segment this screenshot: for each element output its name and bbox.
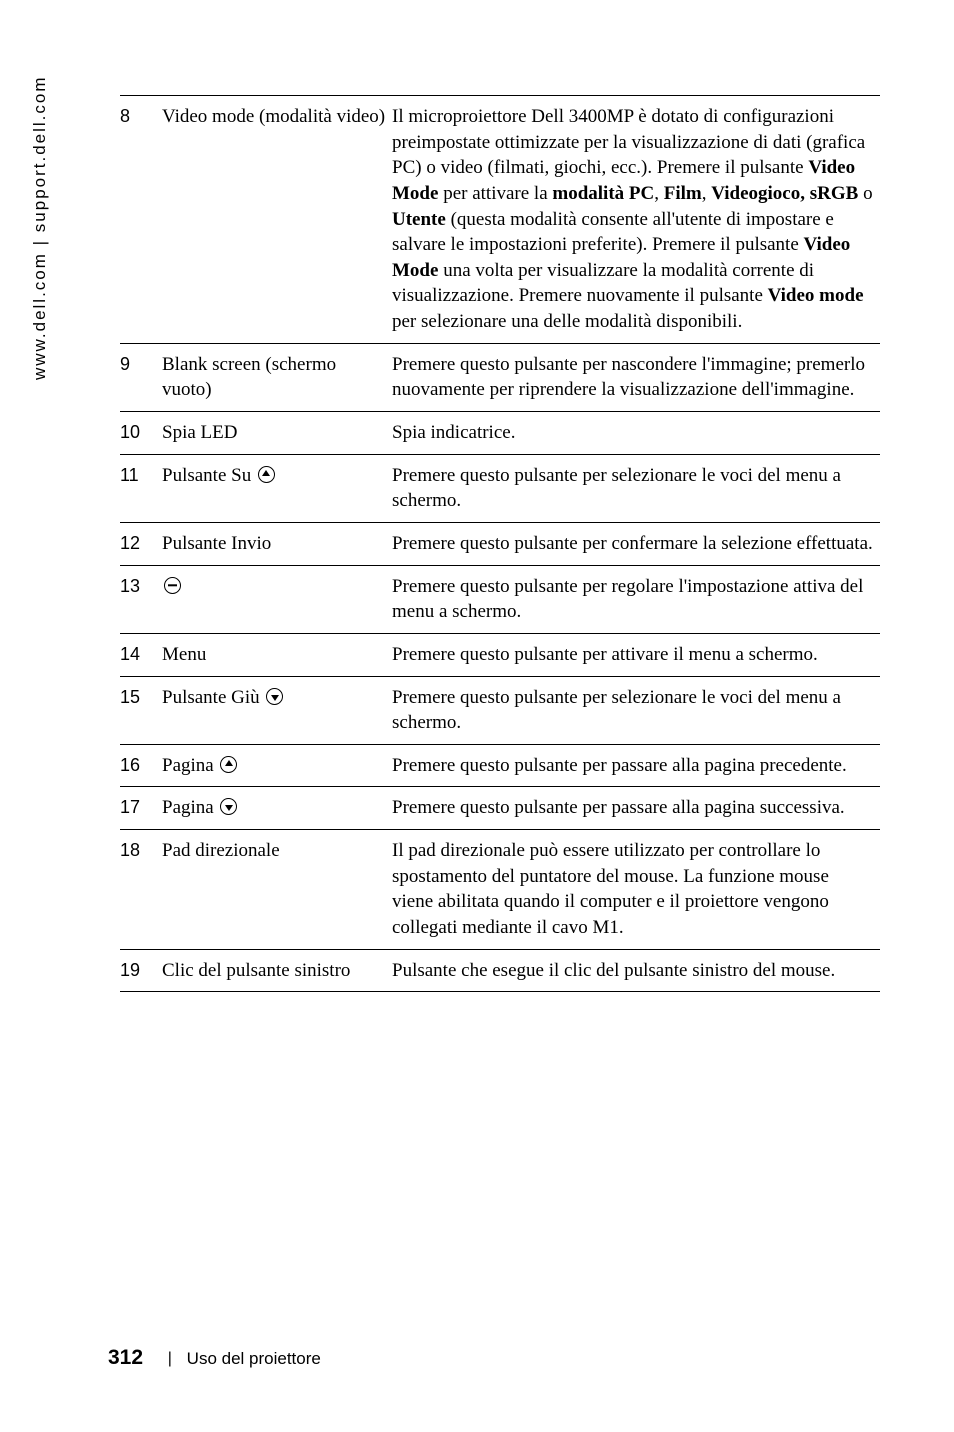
vertical-url: www.dell.com | support.dell.com <box>30 75 50 380</box>
row-label: Clic del pulsante sinistro <box>162 949 392 992</box>
row-number: 9 <box>120 343 162 411</box>
row-label: Pulsante Giù <box>162 676 392 744</box>
row-description: Spia indicatrice. <box>392 412 880 455</box>
row-number: 11 <box>120 454 162 522</box>
row-description: Premere questo pulsante per nascondere l… <box>392 343 880 411</box>
footer-divider: | <box>168 1350 172 1367</box>
row-label <box>162 565 392 633</box>
row-number: 19 <box>120 949 162 992</box>
table-row: 8Video mode (modalità video)Il microproi… <box>120 96 880 344</box>
row-number: 16 <box>120 744 162 787</box>
row-number: 17 <box>120 787 162 830</box>
table-row: 9Blank screen (schermo vuoto)Premere que… <box>120 343 880 411</box>
minus-icon <box>164 577 181 594</box>
row-label: Pagina <box>162 744 392 787</box>
row-label: Pagina <box>162 787 392 830</box>
row-number: 10 <box>120 412 162 455</box>
row-description: Premere questo pulsante per selezionare … <box>392 676 880 744</box>
table-row: 18Pad direzionaleIl pad direzionale può … <box>120 830 880 950</box>
row-description: Premere questo pulsante per confermare l… <box>392 522 880 565</box>
row-label: Blank screen (schermo vuoto) <box>162 343 392 411</box>
table-row: 16Pagina Premere questo pulsante per pas… <box>120 744 880 787</box>
table-row: 14MenuPremere questo pulsante per attiva… <box>120 633 880 676</box>
row-description: Il pad direzionale può essere utilizzato… <box>392 830 880 950</box>
row-description: Il microproiettore Dell 3400MP è dotato … <box>392 96 880 344</box>
spec-table: 8Video mode (modalità video)Il microproi… <box>120 95 880 992</box>
down-icon <box>220 798 237 815</box>
row-number: 13 <box>120 565 162 633</box>
row-description: Premere questo pulsante per passare alla… <box>392 787 880 830</box>
page: www.dell.com | support.dell.com 8Video m… <box>0 0 954 1432</box>
page-number: 312 <box>108 1346 143 1369</box>
spec-table-body: 8Video mode (modalità video)Il microproi… <box>120 96 880 992</box>
row-description: Premere questo pulsante per selezionare … <box>392 454 880 522</box>
row-number: 14 <box>120 633 162 676</box>
table-row: 15Pulsante Giù Premere questo pulsante p… <box>120 676 880 744</box>
row-number: 12 <box>120 522 162 565</box>
row-description: Premere questo pulsante per passare alla… <box>392 744 880 787</box>
row-number: 8 <box>120 96 162 344</box>
down-icon <box>266 688 283 705</box>
row-number: 15 <box>120 676 162 744</box>
table-row: 10Spia LEDSpia indicatrice. <box>120 412 880 455</box>
content-area: 8Video mode (modalità video)Il microproi… <box>120 95 880 992</box>
row-label: Spia LED <box>162 412 392 455</box>
table-row: 17Pagina Premere questo pulsante per pas… <box>120 787 880 830</box>
page-footer: 312 | Uso del proiettore <box>108 1346 321 1370</box>
row-description: Pulsante che esegue il clic del pulsante… <box>392 949 880 992</box>
row-number: 18 <box>120 830 162 950</box>
row-description: Premere questo pulsante per regolare l'i… <box>392 565 880 633</box>
up-icon <box>258 466 275 483</box>
table-row: 12Pulsante InvioPremere questo pulsante … <box>120 522 880 565</box>
table-row: 11Pulsante Su Premere questo pulsante pe… <box>120 454 880 522</box>
row-label: Pulsante Invio <box>162 522 392 565</box>
table-row: 13 Premere questo pulsante per regolare l… <box>120 565 880 633</box>
row-description: Premere questo pulsante per attivare il … <box>392 633 880 676</box>
row-label: Pulsante Su <box>162 454 392 522</box>
up-icon <box>220 756 237 773</box>
row-label: Pad direzionale <box>162 830 392 950</box>
row-label: Menu <box>162 633 392 676</box>
table-row: 19Clic del pulsante sinistroPulsante che… <box>120 949 880 992</box>
row-label: Video mode (modalità video) <box>162 96 392 344</box>
footer-section: Uso del proiettore <box>187 1349 321 1368</box>
